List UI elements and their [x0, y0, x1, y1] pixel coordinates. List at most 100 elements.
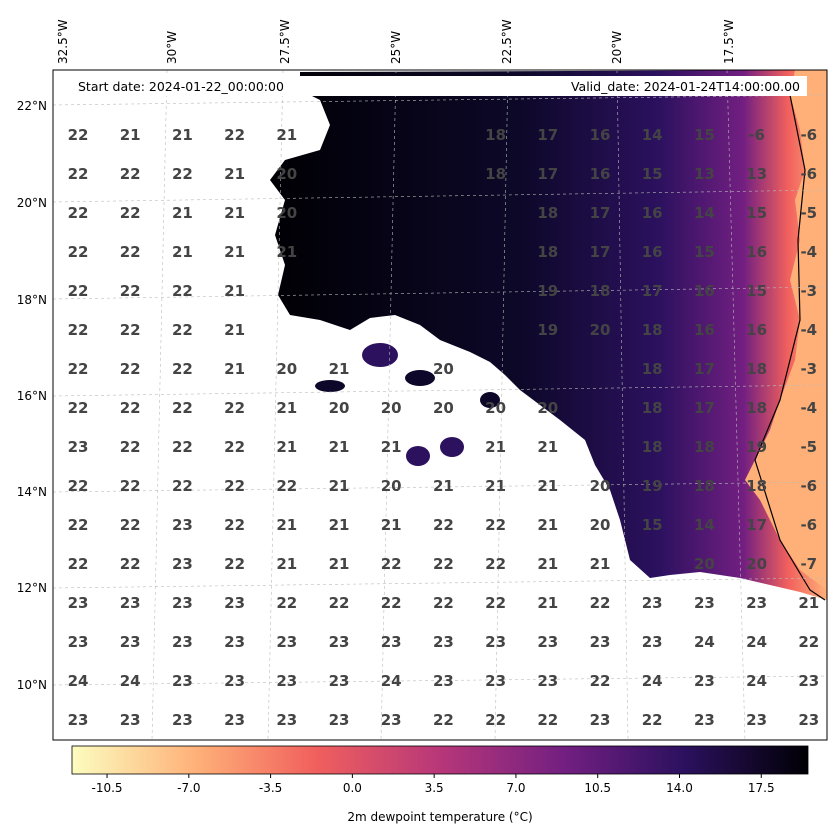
grid-value: 23 — [694, 711, 715, 729]
colorbar-tick-label: -7.0 — [177, 781, 200, 795]
grid-value: 22 — [120, 399, 141, 417]
grid-value: 19 — [746, 438, 767, 456]
grid-value: 16 — [642, 204, 663, 222]
grid-value: 23 — [329, 633, 350, 651]
colorbar-tick-label: -10.5 — [92, 781, 123, 795]
grid-value: 17 — [746, 516, 767, 534]
grid-value: 17 — [537, 126, 558, 144]
grid-value: 22 — [590, 594, 611, 612]
grid-value: -4 — [800, 243, 817, 261]
grid-value: 23 — [172, 594, 193, 612]
grid-value: 22 — [68, 399, 89, 417]
grid-value: 23 — [590, 633, 611, 651]
grid-value: 22 — [68, 165, 89, 183]
grid-value: 23 — [537, 633, 558, 651]
map-panel: 22 21 21 22 21 18 17 16 14 15 -6 -6 22 22 22 21 20 18 17 16… — [53, 70, 827, 740]
lat-label: 18°N — [17, 293, 47, 307]
island — [405, 370, 435, 386]
grid-value: 22 — [120, 360, 141, 378]
grid-value: 24 — [68, 672, 89, 690]
grid-value: 23 — [485, 633, 506, 651]
grid-value: 18 — [590, 282, 611, 300]
coastline — [754, 94, 826, 601]
grid-value: 22 — [120, 282, 141, 300]
grid-value: 23 — [172, 672, 193, 690]
grid-value: 23 — [172, 711, 193, 729]
grid-value: 21 — [537, 555, 558, 573]
grid-value: 16 — [590, 126, 611, 144]
grid-value: 21 — [537, 477, 558, 495]
grid-value: 19 — [642, 477, 663, 495]
grid-value: 14 — [694, 204, 715, 222]
grid-value: 22 — [172, 282, 193, 300]
lon-label: 25°W — [389, 31, 403, 64]
grid-value: 21 — [485, 438, 506, 456]
grid-value: 20 — [485, 399, 506, 417]
grid-value: 22 — [172, 438, 193, 456]
lon-label: 30°W — [165, 31, 179, 64]
grid-value: 13 — [746, 165, 767, 183]
grid-value: -6 — [800, 165, 817, 183]
grid-value: 21 — [590, 555, 611, 573]
grid-value: 23 — [590, 711, 611, 729]
grid-value: 22 — [120, 165, 141, 183]
lon-label: 27.5°W — [278, 19, 292, 64]
grid-value: 18 — [694, 438, 715, 456]
grid-value: 18 — [537, 243, 558, 261]
grid-value: 22 — [381, 555, 402, 573]
grid-value: 20 — [590, 477, 611, 495]
grid-value: 18 — [746, 360, 767, 378]
colorbar-tick-label: 0.0 — [343, 781, 362, 795]
grid-value: 22 — [433, 711, 454, 729]
grid-value: 17 — [694, 399, 715, 417]
grid-value: 17 — [590, 243, 611, 261]
grid-value: 21 — [329, 477, 350, 495]
grid-value: 22 — [329, 594, 350, 612]
grid-value: -6 — [800, 516, 817, 534]
grid-value: 22 — [68, 282, 89, 300]
grid-value: 24 — [642, 672, 663, 690]
colorbar-label: 2m dewpoint temperature (°C) — [347, 810, 532, 824]
grid-value: 15 — [642, 516, 663, 534]
grid-value: 22 — [172, 321, 193, 339]
grid-value: 22 — [68, 516, 89, 534]
grid-value: 23 — [172, 633, 193, 651]
colorbar-tick-label: 3.5 — [425, 781, 444, 795]
grid-value: 18 — [485, 126, 506, 144]
grid-value: 22 — [590, 672, 611, 690]
grid-value: 20 — [433, 360, 454, 378]
grid-value: 16 — [694, 321, 715, 339]
grid-value: 21 — [224, 321, 245, 339]
grid-value: 16 — [746, 321, 767, 339]
grid-value: 21 — [276, 438, 297, 456]
grid-value: 14 — [694, 516, 715, 534]
grid-value: 23 — [224, 594, 245, 612]
grid-value: -6 — [800, 477, 817, 495]
grid-value: 18 — [746, 399, 767, 417]
grid-value: 18 — [746, 477, 767, 495]
lon-label: 17.5°W — [722, 19, 736, 64]
grid-value: 20 — [433, 399, 454, 417]
lon-label: 22.5°W — [500, 19, 514, 64]
grid-value: 20 — [329, 399, 350, 417]
grid-value: 21 — [276, 516, 297, 534]
island — [480, 392, 500, 408]
grid-value: -5 — [800, 438, 817, 456]
island — [406, 446, 430, 466]
grid-value: 22 — [276, 477, 297, 495]
grid-value: 23 — [276, 672, 297, 690]
grid-value: 23 — [694, 672, 715, 690]
grid-value: -3 — [800, 360, 817, 378]
island — [362, 343, 398, 367]
grid-value: 24 — [746, 633, 767, 651]
grid-value: 21 — [172, 204, 193, 222]
grid-value: 23 — [224, 633, 245, 651]
grid-value: 20 — [746, 555, 767, 573]
grid-value: 22 — [798, 633, 819, 651]
grid-value: 23 — [224, 711, 245, 729]
grid-value: 22 — [68, 243, 89, 261]
grid-value: 23 — [329, 711, 350, 729]
grid-value: 23 — [537, 672, 558, 690]
grid-value: 22 — [433, 516, 454, 534]
